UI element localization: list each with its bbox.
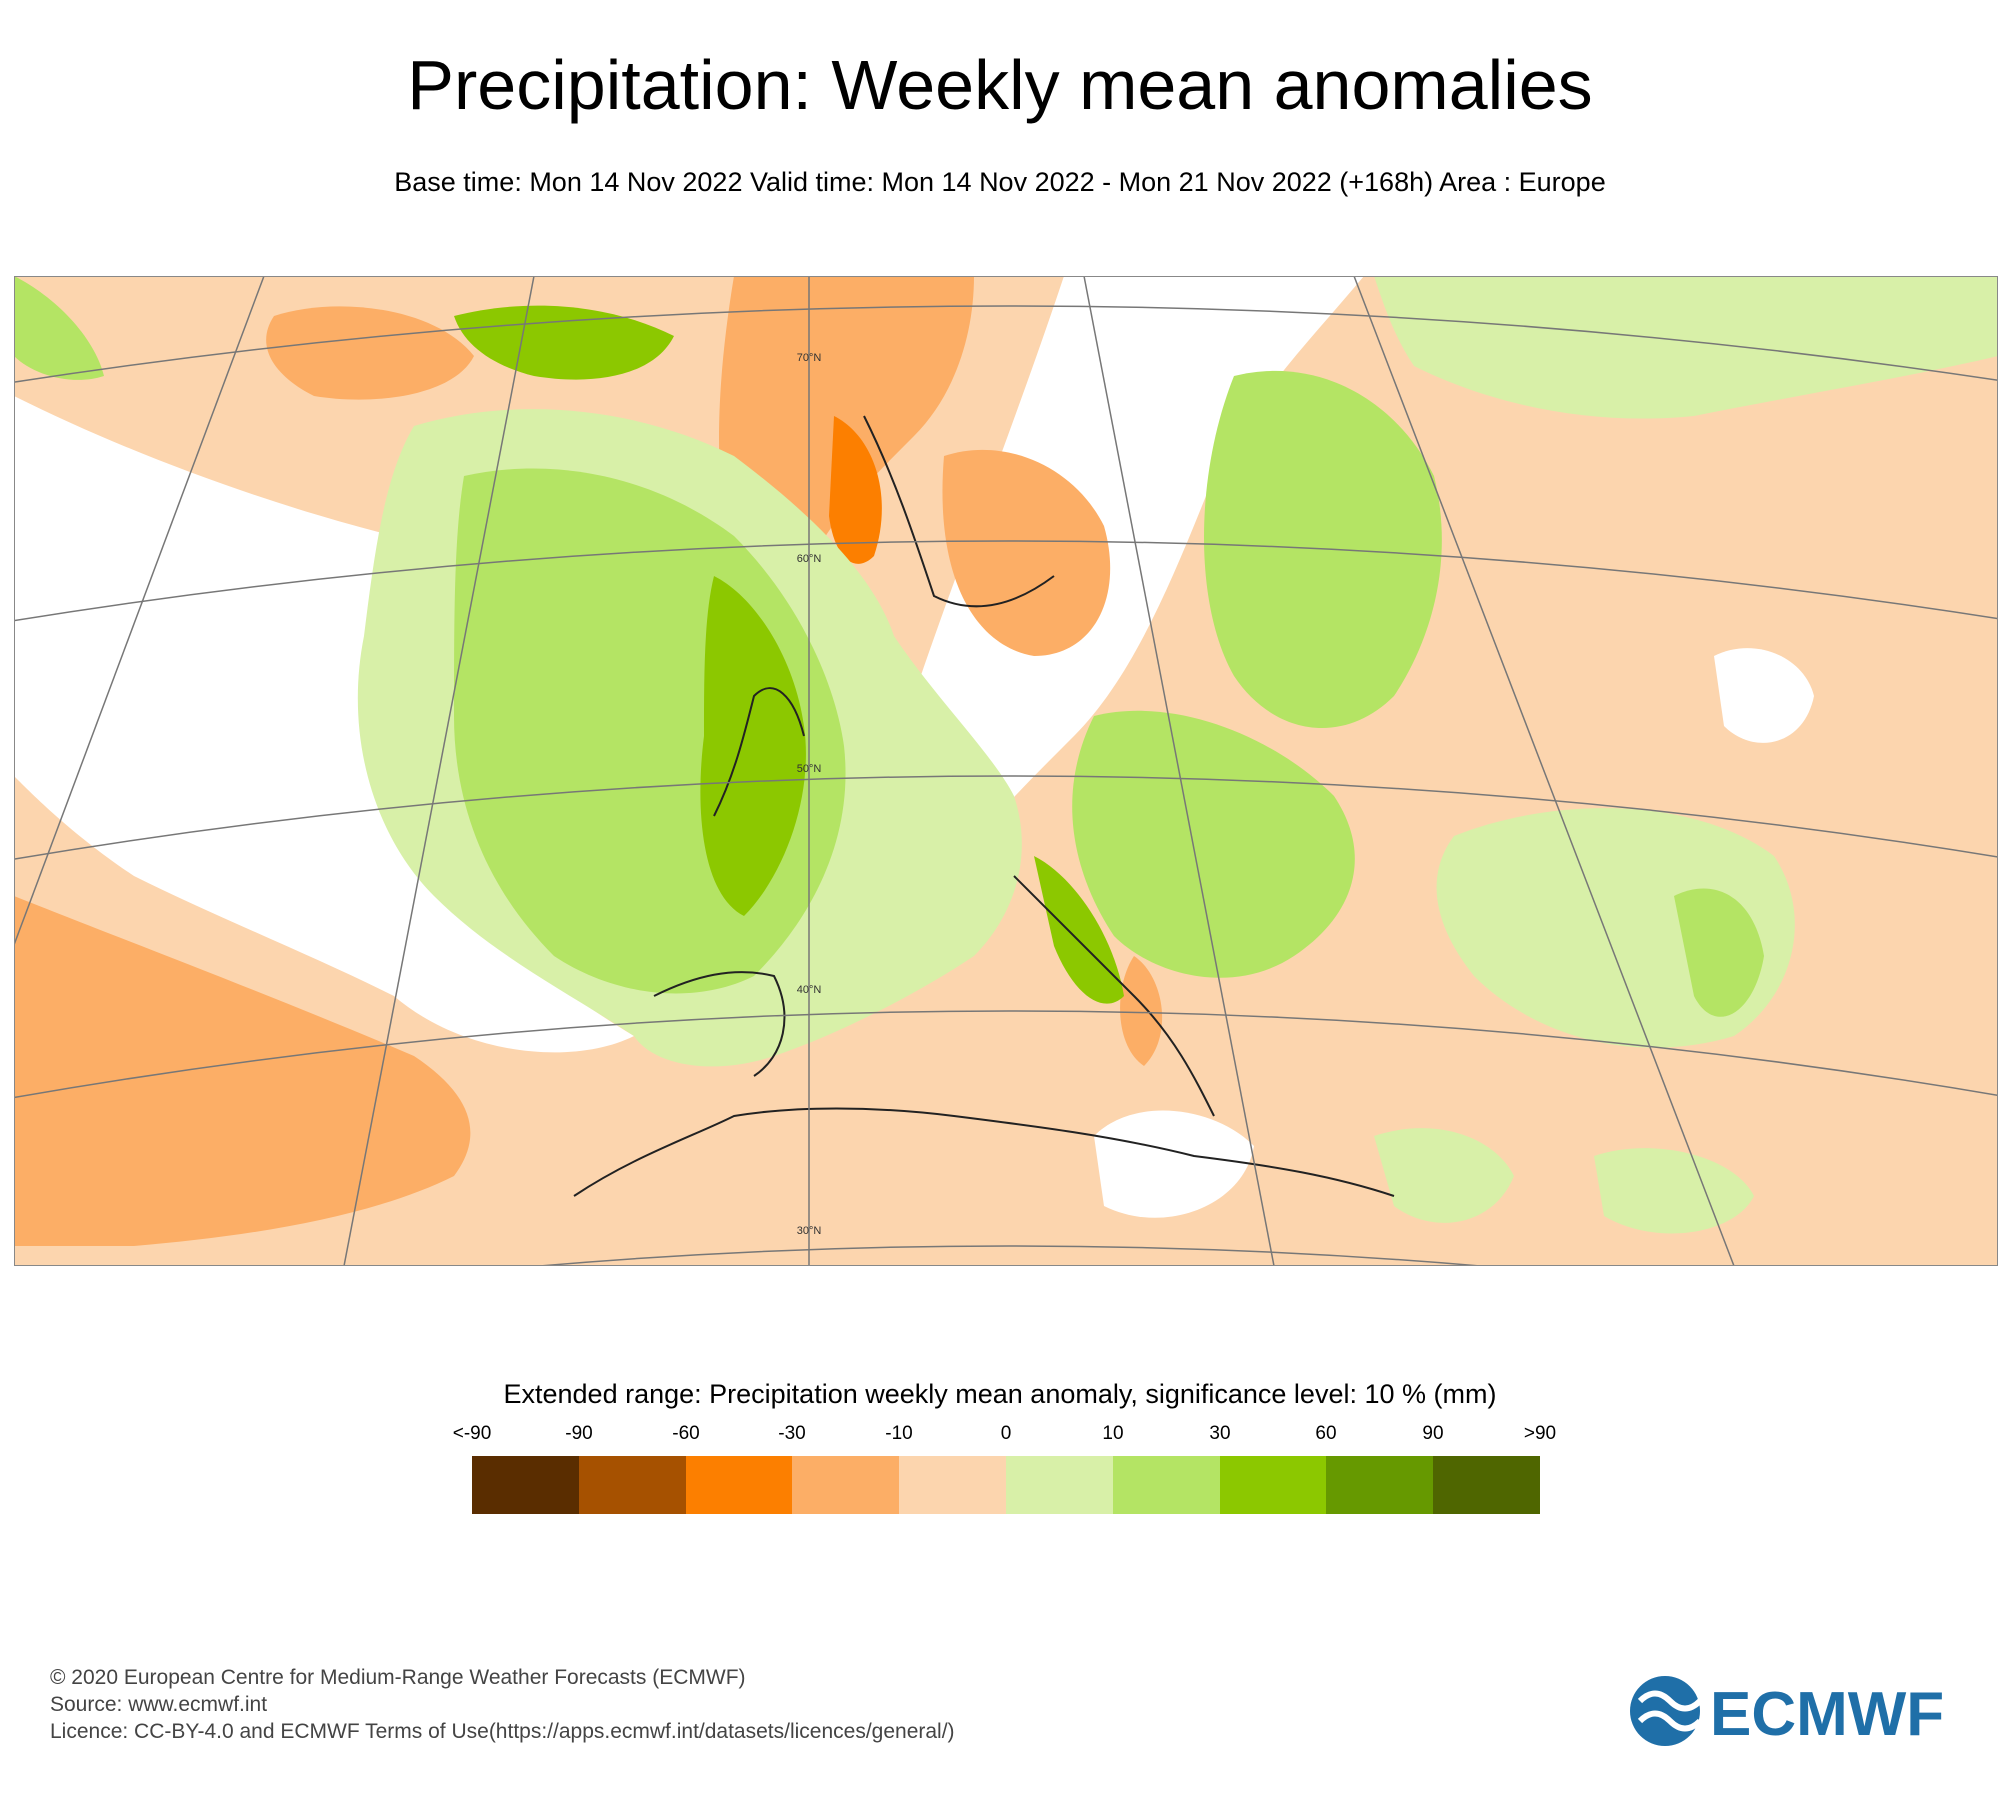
legend-tick: 10: [1102, 1423, 1124, 1444]
legend-swatch: [792, 1456, 899, 1514]
longitude-line-e40: [1353, 276, 1735, 1266]
latitude-line-70: [14, 305, 1998, 383]
wet-area-middle-east: [1374, 1128, 1514, 1223]
coastline-italy: [1013, 875, 1215, 1117]
legend-swatch: [1326, 1456, 1433, 1514]
legend-title: Extended range: Precipitation weekly mea…: [503, 1379, 1497, 1409]
longitude-line-w40: [14, 276, 265, 948]
logo-wave-upper: [1637, 1690, 1703, 1712]
legend-swatch: [472, 1456, 579, 1514]
legend-swatch: [1433, 1456, 1540, 1514]
latitude-line-60: [14, 540, 1998, 622]
legend-tick: 30: [1209, 1423, 1231, 1444]
legend-tick: >90: [1523, 1423, 1557, 1444]
dry-area-norway-coast: [829, 416, 882, 564]
latitude-line-30: [530, 1245, 1490, 1266]
legend-tick: 90: [1422, 1423, 1444, 1444]
footer-licence: Licence: CC-BY-4.0 and ECMWF Terms of Us…: [50, 1720, 955, 1743]
map-svg: 70°N 60°N 50°N 40°N 30°N: [14, 276, 1998, 1266]
longitude-line-w20: [343, 276, 535, 1266]
dry-area-greenland: [266, 306, 474, 400]
lat-label-60: 60°N: [797, 553, 822, 565]
legend-swatch: [899, 1456, 1006, 1514]
wet-area-iceland: [454, 305, 674, 380]
map-frame: [14, 276, 1998, 1266]
legend-tick: <-90: [452, 1423, 492, 1444]
legend-swatch: [579, 1456, 686, 1514]
footer-source: Source: www.ecmwf.int: [50, 1693, 268, 1716]
wet-area-north-russia: [1374, 276, 1998, 419]
ecmwf-logo: ECMWF: [1628, 1674, 1968, 1749]
footer-copyright: © 2020 European Centre for Medium-Range …: [50, 1666, 746, 1689]
legend-tick: -90: [565, 1423, 593, 1444]
latitude-line-50: [14, 775, 1998, 860]
legend-swatch: [1006, 1456, 1113, 1514]
dry-area-atlantic: [14, 896, 471, 1246]
logo-wave-lower: [1637, 1710, 1703, 1732]
white-area-egypt: [1094, 1110, 1254, 1218]
white-area-caspian: [1714, 648, 1814, 743]
lat-label-50: 50°N: [797, 763, 822, 775]
page-title: Precipitation: Weekly mean anomalies: [407, 46, 1593, 124]
logo-text: ECMWF: [1710, 1680, 1944, 1748]
dry-area-italy: [1120, 956, 1163, 1066]
longitude-line-e20: [1083, 276, 1275, 1266]
latitude-line-40: [14, 1010, 1998, 1099]
wet-area-canada: [14, 276, 104, 380]
legend-swatch: [1220, 1456, 1327, 1514]
legend-ticks: <-90 -90 -60 -30 -10 0 10 30 60 90 >90: [0, 1422, 2000, 1446]
legend-tick: -30: [778, 1423, 806, 1444]
anomaly-map: 70°N 60°N 50°N 40°N 30°N: [14, 276, 1998, 1266]
legend-tick: 0: [1000, 1423, 1012, 1444]
page-subtitle: Base time: Mon 14 Nov 2022 Valid time: M…: [394, 167, 1606, 197]
white-area-east: [906, 276, 1364, 876]
legend-tick: 60: [1315, 1423, 1337, 1444]
footer-credits: © 2020 European Centre for Medium-Range …: [50, 1664, 955, 1745]
lat-label-30: 30°N: [797, 1225, 822, 1237]
dry-area-scandinavia: [942, 449, 1111, 656]
wettest-area-channel: [700, 576, 806, 916]
lat-label-40: 40°N: [797, 984, 822, 996]
coastline-scandinavia: [863, 415, 1055, 608]
legend-swatch: [1113, 1456, 1220, 1514]
coastline-africa: [573, 1107, 1395, 1197]
white-area-atlantic: [14, 396, 634, 1053]
wetter-area-turkey: [1674, 888, 1764, 1017]
legend-tick: -10: [885, 1423, 913, 1444]
legend-tick: -60: [672, 1423, 700, 1444]
lat-label-70: 70°N: [797, 352, 822, 364]
coastline-iberia: [653, 971, 786, 1077]
legend-colorbar: [472, 1456, 1540, 1514]
legend-swatch: [686, 1456, 793, 1514]
wettest-area-balkans: [1034, 856, 1124, 1004]
